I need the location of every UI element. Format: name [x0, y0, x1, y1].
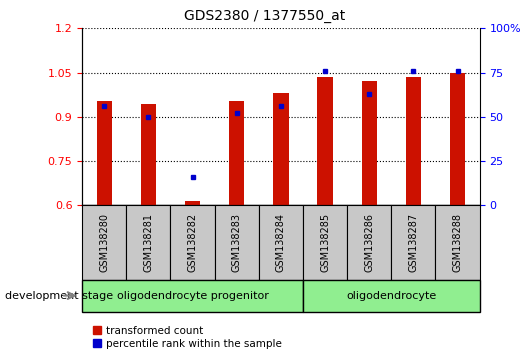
Bar [317, 77, 333, 205]
Bar [215, 205, 259, 280]
Text: GSM138282: GSM138282 [188, 213, 198, 272]
Bar [361, 81, 377, 205]
Bar [347, 205, 391, 280]
Text: oligodendrocyte: oligodendrocyte [346, 291, 436, 301]
Bar [259, 205, 303, 280]
Bar [171, 205, 215, 280]
Bar [229, 101, 244, 205]
Bar [303, 205, 347, 280]
Text: GDS2380 / 1377550_at: GDS2380 / 1377550_at [184, 9, 346, 23]
Bar [303, 280, 480, 312]
Bar [82, 205, 126, 280]
Bar [273, 93, 289, 205]
Text: GSM138284: GSM138284 [276, 213, 286, 272]
Text: GSM138285: GSM138285 [320, 213, 330, 272]
Text: oligodendrocyte progenitor: oligodendrocyte progenitor [117, 291, 269, 301]
Text: GSM138288: GSM138288 [453, 213, 463, 272]
Bar [405, 77, 421, 205]
Bar [391, 205, 436, 280]
Bar [450, 73, 465, 205]
Bar [185, 201, 200, 205]
Bar [436, 205, 480, 280]
Text: GSM138286: GSM138286 [364, 213, 374, 272]
Text: GSM138280: GSM138280 [99, 213, 109, 272]
Bar [140, 103, 156, 205]
Bar [126, 205, 171, 280]
Bar [82, 280, 303, 312]
Text: development stage: development stage [5, 291, 113, 301]
Bar [96, 101, 112, 205]
Legend: transformed count, percentile rank within the sample: transformed count, percentile rank withi… [93, 326, 282, 349]
Text: GSM138281: GSM138281 [144, 213, 153, 272]
Text: GSM138283: GSM138283 [232, 213, 242, 272]
Text: GSM138287: GSM138287 [409, 213, 418, 272]
